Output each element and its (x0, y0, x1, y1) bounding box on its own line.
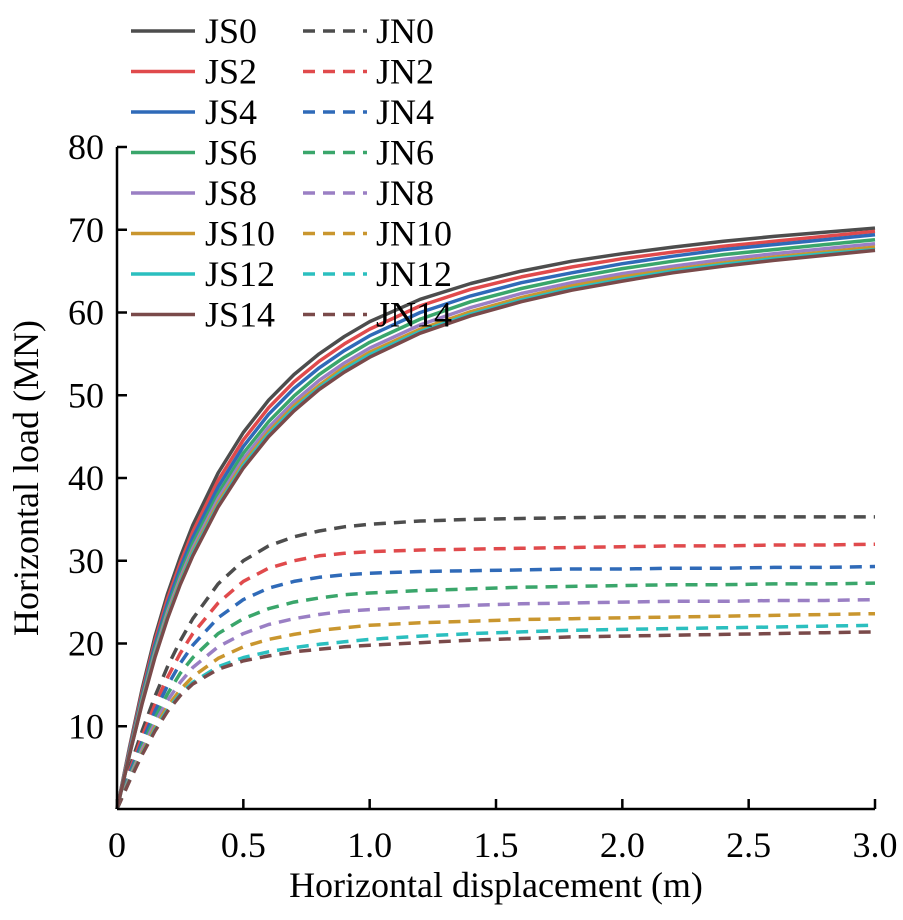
legend-label-jn2: JN2 (376, 52, 434, 92)
x-tick-label: 0.5 (221, 825, 266, 865)
legend-label-js4: JS4 (205, 92, 257, 132)
series-line-jn10 (115, 611, 876, 810)
y-axis-label: Horizontal load (MN) (6, 320, 46, 636)
legend-label-js14: JS14 (205, 295, 275, 335)
plot-curves (115, 226, 876, 810)
y-tick-label: 50 (68, 375, 104, 415)
series-line-jn0 (115, 515, 875, 810)
legend-label-js8: JS8 (205, 173, 257, 213)
x-tick-label: 2.5 (726, 825, 771, 865)
y-tick-label: 70 (68, 210, 104, 250)
x-tick-label: 2.0 (600, 825, 645, 865)
x-axis-label: Horizontal displacement (m) (289, 865, 703, 905)
legend-label-jn10: JN10 (376, 214, 452, 254)
legend-label-jn8: JN8 (376, 173, 434, 213)
legend-label-jn4: JN4 (376, 92, 434, 132)
x-tick-label: 1.0 (347, 825, 392, 865)
legend-label-js12: JS12 (205, 254, 275, 294)
y-tick-label: 80 (68, 127, 104, 167)
y-tick-label: 20 (68, 624, 104, 664)
x-tick-label: 3.0 (853, 825, 898, 865)
series-line-js14 (115, 248, 876, 810)
y-tick-label: 40 (68, 458, 104, 498)
x-tick-label: 0 (108, 825, 126, 865)
series-line-jn12 (115, 623, 876, 810)
series-line-jn14 (115, 630, 876, 810)
legend-label-js10: JS10 (205, 214, 275, 254)
legend: JS0JS2JS4JS6JS8JS10JS12JS14JN0JN2JN4JN6J… (131, 11, 452, 335)
y-tick-label: 10 (68, 706, 104, 746)
legend-label-js2: JS2 (205, 52, 257, 92)
legend-label-jn0: JN0 (376, 11, 434, 51)
series-line-jn8 (115, 597, 876, 810)
legend-label-jn12: JN12 (376, 254, 452, 294)
legend-label-jn6: JN6 (376, 133, 434, 173)
series-line-jn6 (115, 581, 876, 810)
legend-label-js6: JS6 (205, 133, 257, 173)
y-tick-label: 30 (68, 541, 104, 581)
legend-label-js0: JS0 (205, 11, 257, 51)
y-tick-label: 60 (68, 293, 104, 333)
y-axis-ticks: 10 20 30 40 50 60 70 80 (68, 127, 127, 746)
series-line-jn2 (115, 542, 876, 810)
legend-label-jn14: JN14 (376, 295, 452, 335)
x-tick-label: 1.5 (474, 825, 519, 865)
x-axis-ticks: 0 0.5 1.0 1.5 2.0 2.5 3.0 (108, 799, 898, 865)
series-line-jn4 (115, 564, 876, 810)
